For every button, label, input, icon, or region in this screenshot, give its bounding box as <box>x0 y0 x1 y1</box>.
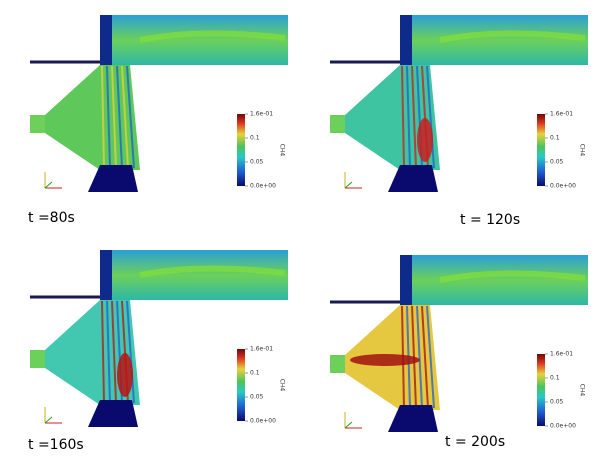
plume-streak <box>401 65 405 169</box>
colorbar-tick-label: 0.1 <box>250 370 260 377</box>
plume-streak <box>111 300 117 404</box>
plume-streak <box>106 300 111 404</box>
plume-streak <box>406 65 411 169</box>
panel: 1.6e-01 0.1 0.05 0.0e+00 CH4 <box>330 255 588 432</box>
hopper <box>388 165 438 192</box>
cone <box>45 65 140 170</box>
plume-streak <box>426 65 435 169</box>
duct <box>100 15 288 65</box>
cone <box>345 65 440 170</box>
colorbar-tick-label: 0.0e+00 <box>550 423 576 430</box>
duct <box>400 15 588 65</box>
axis-triad <box>344 421 353 429</box>
hopper <box>388 405 438 432</box>
plume-streak <box>101 65 105 169</box>
duct-wall <box>400 15 412 65</box>
nozzle <box>330 115 345 133</box>
colorbar-tick-label: 0.05 <box>550 399 564 406</box>
plume-streak <box>121 65 129 169</box>
duct-streak <box>439 270 586 283</box>
colorbar-title: CH4 <box>279 379 286 392</box>
hot-zone <box>350 354 420 366</box>
panel-label: t = 120s <box>460 212 520 228</box>
colorbar-tick-label: 0.1 <box>550 375 560 382</box>
hot-zone <box>417 118 433 162</box>
colorbar-title: CH4 <box>279 144 286 157</box>
plume-streak <box>126 65 135 169</box>
plume-streak <box>411 65 417 169</box>
duct-streak <box>139 30 286 43</box>
colorbar-tick-label: 0.05 <box>550 159 564 166</box>
duct <box>100 250 288 300</box>
colorbar-tick-label: 0.0e+00 <box>550 183 576 190</box>
colorbar-tick-label: 0.05 <box>250 394 264 401</box>
panel-label: t = 200s <box>445 434 505 450</box>
panel-label: t =80s <box>28 210 75 226</box>
plume-streak <box>126 300 135 404</box>
colorbar-tick-label: 0.0e+00 <box>250 183 276 190</box>
duct-wall <box>100 250 112 300</box>
panel: 1.6e-01 0.1 0.05 0.0e+00 CH4 <box>30 250 288 427</box>
panel: 1.6e-01 0.1 0.05 0.0e+00 CH4 <box>30 15 288 192</box>
axis-triad <box>44 181 53 189</box>
axis-triad <box>44 416 53 424</box>
plume-streak <box>421 305 429 409</box>
hot-zone <box>117 353 133 397</box>
colorbar <box>237 349 245 421</box>
panel: 1.6e-01 0.1 0.05 0.0e+00 CH4 <box>330 15 588 192</box>
duct-streak <box>439 30 586 43</box>
plume-streak <box>101 300 105 404</box>
cone <box>45 300 140 405</box>
plume-streak <box>416 305 423 409</box>
colorbar <box>237 114 245 186</box>
hopper <box>88 400 138 427</box>
plume-streak <box>111 65 117 169</box>
nozzle <box>30 350 45 368</box>
colorbar-tick-label: 1.6e-01 <box>550 111 573 118</box>
plume-streak <box>106 65 111 169</box>
nozzle <box>30 115 45 133</box>
hopper <box>88 165 138 192</box>
colorbar-tick-label: 0.05 <box>250 159 264 166</box>
duct-wall <box>400 255 412 305</box>
colorbar-title: CH4 <box>579 384 586 397</box>
nozzle <box>330 355 345 373</box>
colorbar-tick-label: 1.6e-01 <box>250 111 273 118</box>
duct-streak <box>139 265 286 278</box>
colorbar-tick-label: 1.6e-01 <box>250 346 273 353</box>
colorbar-tick-label: 0.0e+00 <box>250 418 276 425</box>
colorbar <box>537 354 545 426</box>
colorbar-tick-label: 0.1 <box>250 135 260 142</box>
plume-streak <box>116 65 123 169</box>
colorbar <box>537 114 545 186</box>
colorbar-tick-label: 0.1 <box>550 135 560 142</box>
duct-wall <box>100 15 112 65</box>
duct <box>400 255 588 305</box>
colorbar-title: CH4 <box>579 144 586 157</box>
plume-streak <box>426 305 435 409</box>
axis-triad <box>344 181 353 189</box>
panel-label: t =160s <box>28 437 84 453</box>
colorbar-tick-label: 1.6e-01 <box>550 351 573 358</box>
